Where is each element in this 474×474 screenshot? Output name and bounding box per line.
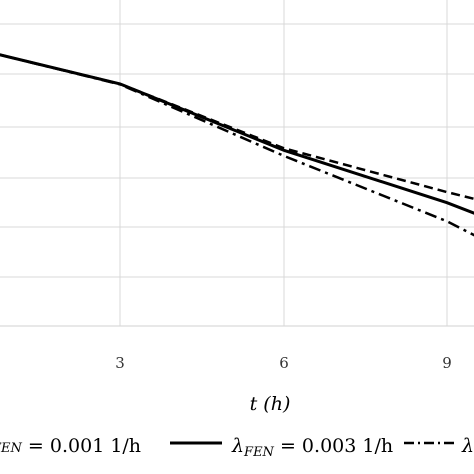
legend-item-3-label: λ [461,435,474,457]
x-tick-label: 9 [442,354,452,372]
legend: FEN = 0.001 1/h λFEN = 0.003 1/h λ [0,435,474,460]
x-tick-label: 3 [115,354,125,372]
legend-item-3-lambda: λ [461,435,474,457]
legend-item-2: λFEN = 0.003 1/h [170,435,393,460]
legend-item-3: λ [404,435,474,457]
series-layer [0,53,474,237]
x-axis-title: t (h) [250,393,291,415]
series-line-1 [0,53,474,201]
x-tick-label: 6 [279,354,289,372]
legend-item-1-text: = 0.001 1/h [22,435,141,457]
legend-item-2-text: = 0.003 1/h [274,435,393,457]
series-line-2 [0,53,474,215]
legend-item-1-label: FEN = 0.001 1/h [0,435,141,457]
x-tick-labels: 3 6 9 [115,354,452,372]
legend-item-2-label: λFEN = 0.003 1/h [231,435,393,460]
legend-item-1: FEN = 0.001 1/h [0,435,141,457]
legend-item-1-sub: FEN [0,441,23,456]
grid [0,0,474,327]
series-line-3 [0,53,474,237]
legend-item-2-lambda: λ [231,435,244,457]
legend-item-2-sub: FEN [243,445,275,460]
